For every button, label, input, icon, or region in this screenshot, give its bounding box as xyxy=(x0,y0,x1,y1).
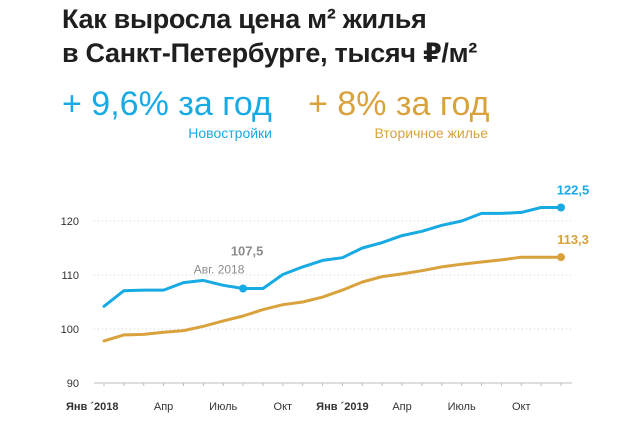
y-tick-label-120: 120 xyxy=(61,216,79,228)
x-tick-label-12: Янв ´2019 xyxy=(316,401,369,413)
y-tick-label-90: 90 xyxy=(67,378,79,390)
x-tick-label-15: Апр xyxy=(392,401,411,413)
annotation-value-2: 107,5 xyxy=(231,244,264,259)
x-tick-label-0: Янв ´2018 xyxy=(66,401,119,413)
annotation-marker-1 xyxy=(557,253,565,262)
chart-title: Как выросла цена м² жилья в Санкт-Петерб… xyxy=(62,2,602,70)
annotation-marker-0 xyxy=(557,203,565,212)
x-tick-label-6: Июль xyxy=(209,401,237,413)
secondary-line xyxy=(102,255,563,343)
x-tick-label-3: Апр xyxy=(154,401,173,413)
annotation-label-2: Авг. 2018 xyxy=(194,263,245,277)
new_buildings-line xyxy=(102,206,563,308)
new-buildings-summary: + 9,6% за год Новостройки xyxy=(62,84,272,142)
annotation-marker-2 xyxy=(239,284,248,293)
secondary-label: Вторичное жилье xyxy=(374,125,488,141)
annotation-value-0: 122,5 xyxy=(557,183,590,198)
y-tick-label-100: 100 xyxy=(61,324,79,336)
y-tick-label-110: 110 xyxy=(61,270,79,282)
secondary-summary: + 8% за год Вторичное жилье xyxy=(308,84,490,142)
x-tick-label-21: Окт xyxy=(512,401,531,413)
chart-title-line-1: Как выросла цена м² жилья xyxy=(62,4,427,34)
x-tick-label-9: Окт xyxy=(274,401,293,413)
new-buildings-label: Новостройки xyxy=(188,125,272,141)
annotation-value-1: 113,3 xyxy=(557,232,589,247)
secondary-growth: + 8% за год xyxy=(308,85,490,123)
x-tick-label-18: Июль xyxy=(448,401,476,413)
chart-title-line-2: в Санкт-Петербурге, тысяч ₽/м² xyxy=(62,38,477,68)
new-buildings-growth: + 9,6% за год xyxy=(62,85,272,123)
